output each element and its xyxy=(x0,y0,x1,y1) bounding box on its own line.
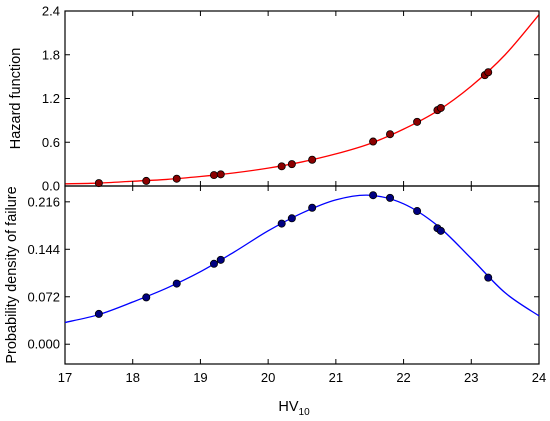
density-data-point xyxy=(216,255,225,264)
hazard-data-point xyxy=(172,174,181,183)
x-tick-label: 23 xyxy=(464,370,478,385)
density-data-point xyxy=(413,207,422,216)
density-data-point xyxy=(369,191,378,200)
x-tick-label: 20 xyxy=(261,370,275,385)
density-y-tick-label: 0.216 xyxy=(27,194,60,209)
density-y-tick-label: 0.072 xyxy=(27,289,60,304)
density-plot-frame xyxy=(64,185,540,365)
x-tick-label: 19 xyxy=(193,370,207,385)
hazard-fit-curve xyxy=(64,14,540,185)
x-axis-title: HV10 xyxy=(278,399,310,418)
hazard-data-point xyxy=(436,103,445,112)
hazard-y-tick-label: 2.4 xyxy=(42,4,60,19)
density-data-point xyxy=(277,219,286,228)
density-data-point xyxy=(142,293,151,302)
hazard-data-point xyxy=(209,171,218,180)
density-data-point xyxy=(172,279,181,288)
density-y-tick-label: 0.000 xyxy=(27,337,60,352)
density-data-point xyxy=(287,214,296,223)
hazard-data-point xyxy=(308,155,317,164)
density-y-tick-label: 0.144 xyxy=(27,242,60,257)
density-fit-curve xyxy=(64,194,540,324)
density-data-point xyxy=(94,309,103,318)
hazard-data-point xyxy=(94,179,103,188)
density-data-point xyxy=(386,193,395,202)
hazard-y-tick-label: 1.8 xyxy=(42,47,60,62)
hazard-y-tick-label: 0.6 xyxy=(42,135,60,150)
hazard-y-tick-label: 1.2 xyxy=(42,91,60,106)
hazard-data-point xyxy=(369,137,378,146)
density-data-point xyxy=(209,259,218,268)
density-data-point xyxy=(308,203,317,212)
density-y-axis-title: Probability density of failure xyxy=(4,186,20,363)
hazard-data-point xyxy=(142,176,151,185)
x-tick-label: 22 xyxy=(396,370,410,385)
hazard-data-point xyxy=(386,130,395,139)
x-tick-label: 21 xyxy=(329,370,343,385)
hazard-data-point xyxy=(216,170,225,179)
hazard-y-axis-title: Hazard function xyxy=(8,48,24,150)
hazard-data-point xyxy=(277,162,286,171)
x-axis-title-subscript: 10 xyxy=(299,407,311,418)
hazard-data-point xyxy=(413,117,422,126)
x-tick-label: 17 xyxy=(58,370,72,385)
x-tick-label: 18 xyxy=(125,370,139,385)
hazard-plot-frame xyxy=(64,10,540,187)
x-axis-title-main: HV xyxy=(278,399,298,415)
density-data-point xyxy=(436,226,445,235)
density-data-point xyxy=(484,273,493,282)
hazard-data-point xyxy=(484,68,493,77)
hazard-data-point xyxy=(287,160,296,169)
x-tick-label: 24 xyxy=(532,370,546,385)
hazard-y-tick-label: 0.0 xyxy=(42,179,60,194)
